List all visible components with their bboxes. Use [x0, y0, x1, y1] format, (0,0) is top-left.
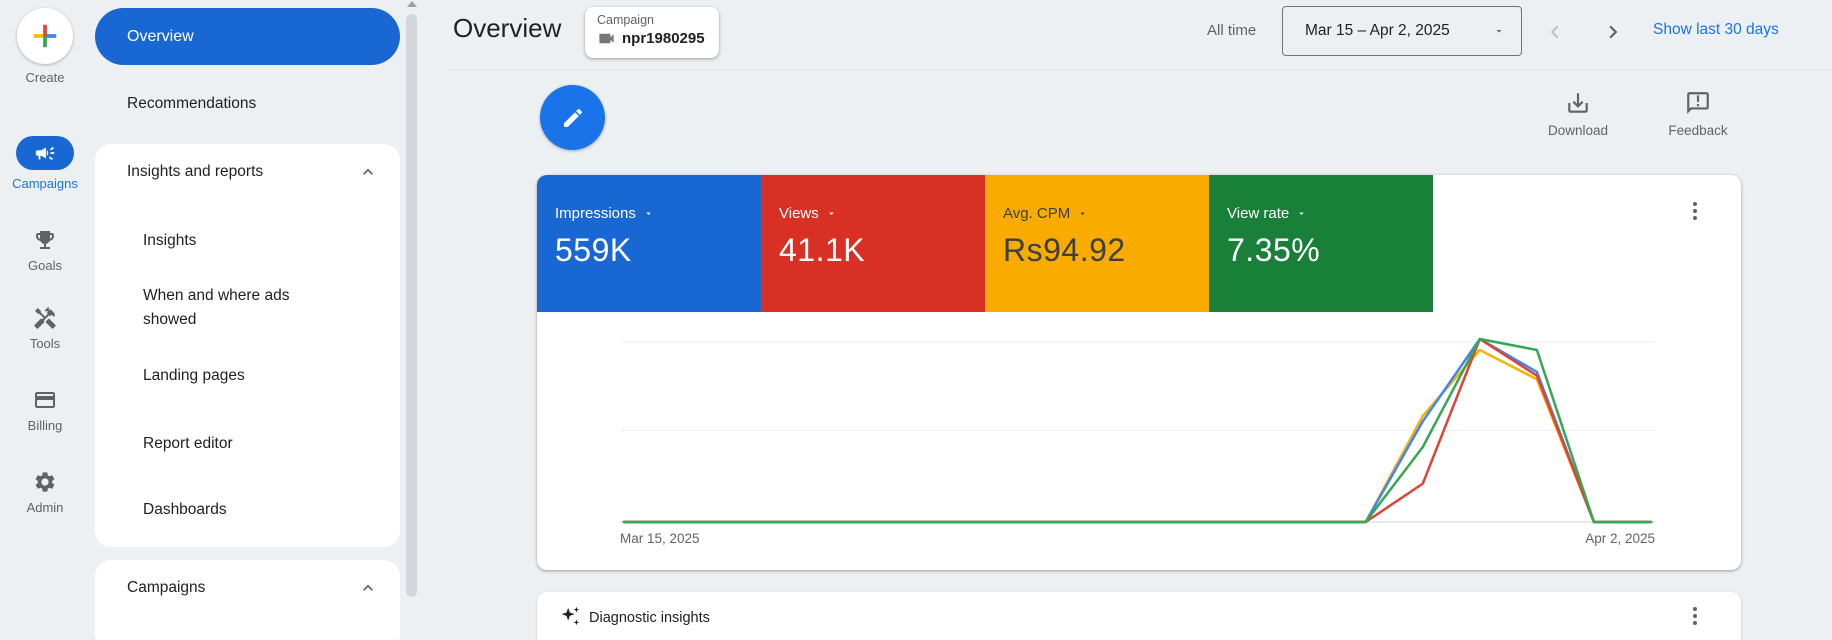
campaigns-active-pill[interactable]: [16, 136, 74, 170]
sidebar-item-campaigns[interactable]: Campaigns: [0, 136, 90, 191]
x-axis-end-label: Apr 2, 2025: [1585, 531, 1655, 546]
sidebar-item-tools[interactable]: Tools: [0, 306, 90, 351]
date-range-value: Mar 15 – Apr 2, 2025: [1305, 22, 1450, 39]
rail-item-label: Create: [25, 70, 65, 85]
metric-card-avg-cpm[interactable]: Avg. CPM Rs94.92: [985, 175, 1209, 312]
metric-label: Impressions: [555, 205, 636, 222]
overview-chart-card: Impressions 559K Views 41.1K Avg. CPM Rs…: [537, 175, 1741, 570]
page-title: Overview: [453, 13, 562, 43]
left-nav-panel: Overview Recommendations Insights and re…: [95, 0, 400, 640]
nav-item-recommendations[interactable]: Recommendations: [127, 95, 257, 112]
chevron-up-icon[interactable]: [358, 162, 378, 182]
nav-item-landing-pages[interactable]: Landing pages: [143, 367, 245, 384]
caret-down-icon[interactable]: [826, 208, 837, 219]
nav-item-insights[interactable]: Insights: [143, 232, 197, 249]
nav-item-report-editor[interactable]: Report editor: [143, 435, 233, 452]
rail-item-label: Admin: [26, 500, 64, 515]
chart-kebab-menu-icon[interactable]: [1683, 199, 1707, 223]
metric-value: 7.35%: [1227, 232, 1321, 268]
metric-card-views[interactable]: Views 41.1K: [761, 175, 985, 312]
feedback-button[interactable]: Feedback: [1648, 90, 1748, 138]
rail-item-label: Campaigns: [12, 176, 78, 191]
trophy-icon: [36, 231, 54, 249]
metric-label: Avg. CPM: [1003, 205, 1071, 222]
header-divider: [448, 69, 1832, 70]
metric-label: Views: [779, 205, 819, 222]
pencil-icon: [563, 108, 582, 127]
campaigns-section-card: Campaigns: [95, 560, 400, 640]
metric-value: 41.1K: [779, 232, 866, 268]
create-circle[interactable]: [17, 8, 73, 64]
chevron-up-icon[interactable]: [358, 578, 378, 598]
overview-chart-svg: [620, 337, 1655, 524]
sidebar-item-goals[interactable]: Goals: [0, 228, 90, 273]
metric-value: 559K: [555, 232, 632, 268]
caret-down-icon[interactable]: [643, 208, 654, 219]
nav-section-insights-and-reports[interactable]: Insights and reports: [127, 163, 264, 180]
all-time-label: All time: [1207, 22, 1257, 39]
metric-card-impressions[interactable]: Impressions 559K: [537, 175, 761, 312]
tools-icon: [34, 307, 56, 329]
nav-item-dashboards[interactable]: Dashboards: [143, 501, 227, 518]
caret-down-icon[interactable]: [1077, 208, 1088, 219]
create-plus-icon: [33, 24, 57, 48]
campaign-chip-value: npr1980295: [622, 30, 705, 47]
metric-label: View rate: [1227, 205, 1290, 222]
ai-sparkle-icon: [561, 606, 580, 626]
caret-down-icon: [1496, 30, 1502, 33]
nav-item-overview-selected[interactable]: Overview: [95, 8, 400, 65]
show-last-30-days-link[interactable]: Show last 30 days: [1653, 21, 1779, 38]
caret-down-icon[interactable]: [1296, 208, 1307, 219]
x-axis-start-label: Mar 15, 2025: [620, 531, 700, 546]
metric-value: Rs94.92: [1003, 232, 1126, 268]
campaign-chip-label: Campaign: [597, 13, 654, 27]
sidebar-item-admin[interactable]: Admin: [0, 470, 90, 515]
video-campaign-icon: [599, 33, 614, 44]
chart-series-view-rate: [622, 337, 1653, 524]
create-button[interactable]: Create: [0, 8, 90, 85]
rail-item-label: Tools: [29, 336, 61, 351]
diagnostic-insights-card[interactable]: Diagnostic insights: [537, 592, 1741, 640]
x-axis-labels: Mar 15, 2025 Apr 2, 2025: [620, 531, 1655, 546]
download-icon: [1568, 93, 1588, 113]
date-range-picker[interactable]: Mar 15 – Apr 2, 2025: [1282, 6, 1522, 56]
chart-series-avg-cpm: [622, 348, 1653, 524]
nav-section-campaigns[interactable]: Campaigns: [127, 579, 206, 596]
rail-item-label: Goals: [28, 258, 62, 273]
insights-and-reports-card: Insights and reports Insights When and w…: [95, 144, 400, 547]
sidebar-item-billing[interactable]: Billing: [0, 388, 90, 433]
nav-scrollbar[interactable]: [405, 0, 418, 640]
campaign-scope-chip[interactable]: Campaign npr1980295: [585, 7, 719, 58]
campaign-megaphone-icon: [35, 146, 55, 161]
metric-card-view-rate[interactable]: View rate 7.35%: [1209, 175, 1433, 312]
rail-item-label: Billing: [27, 418, 63, 433]
nav-item-when-and-where[interactable]: When and where ads showed: [143, 287, 290, 328]
metric-selector-row: Impressions 559K Views 41.1K Avg. CPM Rs…: [537, 175, 1433, 312]
previous-period-chevron-left-icon[interactable]: [1542, 19, 1568, 45]
nav-scrollbar-thumb[interactable]: [406, 14, 417, 597]
icon-rail: Create Campaigns Goals Tools Billing Adm…: [0, 0, 90, 640]
next-period-chevron-right-icon[interactable]: [1600, 19, 1626, 45]
feedback-icon: [1687, 92, 1709, 114]
download-label: Download: [1547, 123, 1609, 138]
billing-card-icon: [35, 392, 55, 408]
feedback-label: Feedback: [1668, 123, 1728, 138]
gear-icon: [35, 472, 55, 492]
diagnostic-kebab-menu-icon[interactable]: [1683, 604, 1707, 628]
diagnostic-insights-title: Diagnostic insights: [589, 610, 710, 626]
scrollbar-up-arrow-icon[interactable]: [407, 1, 417, 7]
edit-button[interactable]: [540, 85, 605, 150]
download-button[interactable]: Download: [1528, 90, 1628, 138]
